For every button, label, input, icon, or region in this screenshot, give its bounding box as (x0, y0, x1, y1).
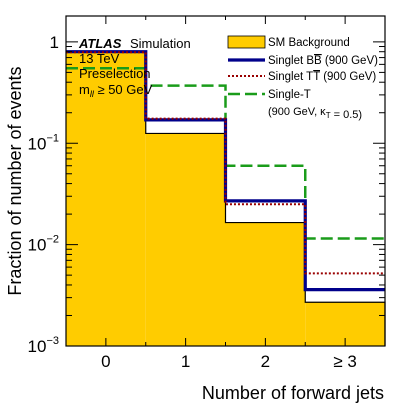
x-tick-label-2: 2 (261, 352, 270, 371)
y-axis-label: Fraction of number of events (5, 66, 25, 295)
y-tick-label-exponent: −3 (46, 335, 59, 347)
y-tick-label-0: 10−3 (28, 335, 59, 356)
legend-text-part: (900 GeV) (320, 71, 376, 83)
legend-swatch-bkg (227, 35, 266, 49)
energy-label: 13 TeV (79, 51, 120, 66)
y-tick-labels: 10−310−210−11 (28, 33, 59, 356)
x-tick-labels: 0 1 2 ≥ 3 (101, 352, 357, 371)
legend-label-bkg: SM Background (268, 37, 350, 49)
legend-label-singlet-line2: (900 GeV, κT = 0.5) (268, 106, 362, 121)
histogram-layer (66, 50, 386, 347)
y-tick-label-1: 10−2 (28, 234, 59, 255)
x-tick-label-0: 0 (101, 352, 110, 371)
background-bar-2 (225, 222, 306, 346)
mass-cut-value: ≥ 50 GeV (94, 82, 153, 97)
y-tick-label-exponent: −1 (46, 132, 59, 144)
legend-text-part: SM Background (268, 37, 350, 49)
series-line-tt (66, 51, 385, 275)
legend-text-part: T (326, 111, 331, 120)
legend-text-part: Singlet B (268, 55, 314, 67)
x-axis-label: Number of forward jets (202, 383, 384, 403)
experiment-suffix: Simulation (130, 36, 191, 51)
selection-label: Preselection (79, 66, 151, 81)
x-tick-label-1: 1 (181, 352, 190, 371)
mass-cut-label: mll ≥ 50 GeV (79, 82, 153, 99)
y-tick-label-base: 10 (28, 134, 47, 153)
legend-text-part: B (314, 55, 322, 67)
atlas-label-line1: ATLAS Simulation (78, 36, 191, 51)
y-tick-label-exponent: −2 (46, 234, 59, 246)
background-bar-1 (145, 133, 226, 346)
legend-text-part: (900 GeV) (322, 55, 378, 67)
y-tick-label-3: 1 (50, 33, 59, 52)
legend-text-part: = 0.5) (331, 109, 363, 121)
atlas-label: ATLAS Simulation 13 TeV Preselection mll… (78, 36, 191, 99)
mass-cut-symbol: m (79, 82, 90, 97)
legend-text-part: T (313, 71, 320, 83)
legend-text-part: (900 GeV, κ (268, 106, 326, 118)
y-tick-label-base: 10 (28, 236, 47, 255)
background-bar-0 (66, 51, 146, 347)
legend-label-tt: Singlet TT (900 GeV) (268, 71, 376, 83)
legend-text-part: Single-T (268, 89, 311, 101)
legend-text-part: Singlet T (268, 71, 313, 83)
legend-label-singlet: Single-T (268, 89, 311, 101)
mass-cut-subscript: ll (90, 89, 95, 99)
x-tick-label-3: ≥ 3 (333, 352, 357, 371)
y-tick-label-base: 10 (28, 337, 47, 356)
legend-label-bb: Singlet BB (900 GeV) (268, 55, 378, 67)
y-tick-label-2: 10−1 (28, 132, 59, 153)
experiment-name: ATLAS (78, 36, 122, 51)
series-line-bb (66, 50, 385, 292)
y-tick-label-base: 1 (50, 33, 59, 52)
tick-marks (66, 16, 385, 347)
